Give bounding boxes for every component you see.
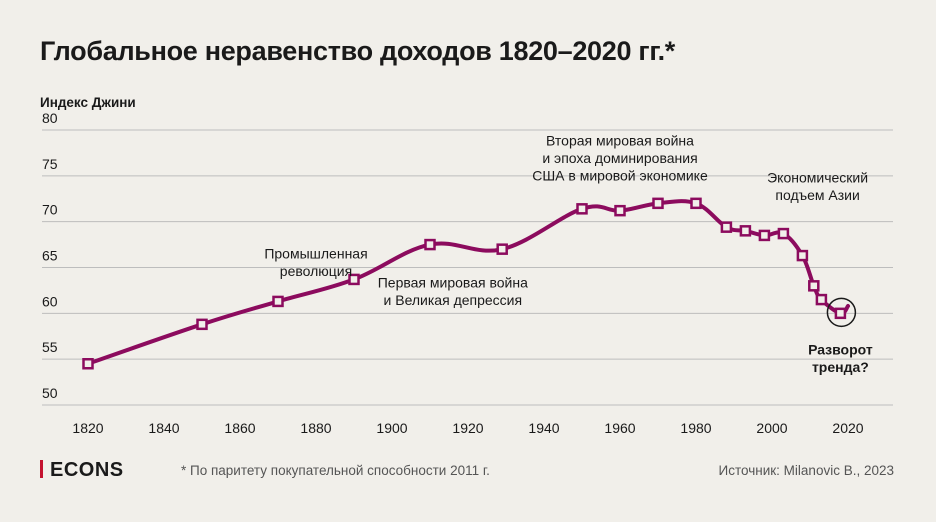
brand-logo: ECONS — [40, 459, 124, 482]
annotation-line: США в мировой экономике — [532, 168, 708, 184]
x-tick-label: 2000 — [756, 420, 787, 436]
data-point-marker — [796, 249, 809, 262]
data-point-marker — [815, 293, 828, 306]
x-tick-label: 1960 — [604, 420, 635, 436]
x-tick-label: 1880 — [300, 420, 331, 436]
footnote: * По паритету покупательной способности … — [181, 463, 490, 478]
grid-lines — [42, 129, 893, 406]
x-tick-label: 1840 — [148, 420, 179, 436]
data-point-marker — [758, 229, 771, 242]
brand-bar — [40, 460, 43, 478]
data-point-marker — [82, 358, 94, 370]
data-point-marker — [834, 307, 847, 320]
data-point-marker — [808, 280, 820, 292]
x-tick-label: 1820 — [72, 420, 103, 436]
x-tick-label: 1860 — [224, 420, 255, 436]
data-point-marker — [652, 197, 664, 210]
annotation-line: подъем Азии — [775, 187, 859, 203]
annotation-line: Первая мировая война — [378, 275, 528, 291]
annotation-label: Промышленная революция — [264, 245, 367, 279]
annotation-line: тренда? — [812, 359, 869, 375]
x-tick-label: 1940 — [528, 420, 559, 436]
markers-group — [82, 197, 857, 370]
annotation-line: и Великая депрессия — [384, 292, 523, 308]
highlight-circle — [826, 297, 857, 328]
y-tick-labels: 50 55 60 65 70 75 80 — [42, 110, 58, 401]
y-tick-label: 70 — [42, 202, 58, 218]
chart-title: Глобальное неравенство доходов 1820–2020… — [40, 36, 676, 66]
x-tick-label: 2020 — [832, 420, 863, 436]
data-point-marker — [777, 227, 790, 240]
data-point-marker — [496, 243, 508, 255]
y-tick-label: 60 — [42, 293, 58, 309]
x-tick-label: 1920 — [452, 420, 483, 436]
x-tick-labels: 1820 1840 1860 1880 1900 1920 1940 1960 1980 2000… — [72, 420, 863, 436]
annotation-line: Вторая мировая война — [546, 133, 694, 149]
data-point-marker — [690, 197, 702, 210]
data-point-marker — [348, 273, 360, 286]
annotation-line: Разворот — [808, 342, 873, 358]
brand-text: ECONS — [50, 459, 124, 481]
y-tick-label: 65 — [42, 248, 58, 264]
y-tick-label: 75 — [42, 156, 58, 172]
annotation-line: Промышленная — [264, 245, 367, 261]
data-point-marker — [739, 225, 752, 237]
annotation-label: Разворот тренда? — [808, 342, 873, 376]
annotation-label: Экономический подъем Азии — [767, 169, 868, 203]
y-tick-label: 80 — [42, 110, 58, 126]
x-tick-label: 1980 — [680, 420, 711, 436]
x-tick-label: 1900 — [376, 420, 407, 436]
data-point-marker — [720, 221, 733, 233]
annotation-label: Первая мировая война и Великая депрессия — [378, 275, 528, 309]
source-note: Источник: Milanovic B., 2023 — [718, 463, 894, 478]
data-point-marker — [614, 204, 626, 217]
annotation-line: Экономический — [767, 169, 868, 185]
annotations-group: Промышленная революция Первая мировая войн… — [264, 133, 873, 376]
data-point-marker — [424, 238, 436, 251]
annotation-line: и эпоха доминирования — [542, 150, 697, 166]
y-tick-label: 50 — [42, 385, 58, 401]
data-point-marker — [196, 318, 208, 331]
data-point-marker — [576, 203, 588, 215]
data-point-marker — [272, 295, 284, 308]
y-axis-label: Индекс Джини — [40, 95, 136, 110]
annotation-label: Вторая мировая война и эпоха доминировани… — [532, 133, 708, 184]
annotation-line: революция — [280, 263, 352, 279]
y-tick-label: 55 — [42, 339, 58, 355]
